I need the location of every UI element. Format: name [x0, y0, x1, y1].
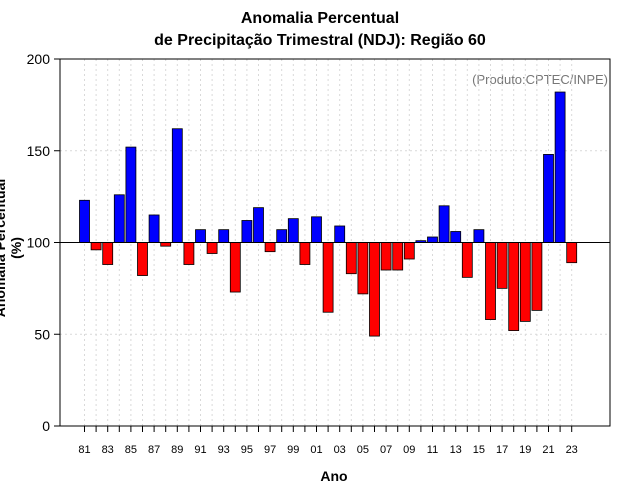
- bar-91: [195, 229, 206, 243]
- bar-85: [125, 146, 137, 243]
- y-tick-label: 0: [42, 418, 50, 434]
- x-tick-label: 99: [287, 444, 299, 456]
- bar-82: [90, 242, 102, 251]
- bar-22: [554, 91, 566, 243]
- x-tick-label: 87: [148, 444, 160, 456]
- bar-89: [171, 128, 183, 243]
- bar-17: [496, 242, 508, 289]
- x-tick-label: 07: [380, 444, 392, 456]
- x-tick-label: 89: [171, 444, 183, 456]
- x-tick-label: 09: [403, 444, 415, 456]
- bar-03: [334, 225, 346, 243]
- bar-07: [380, 242, 392, 271]
- bar-01: [311, 216, 322, 243]
- y-tick-label: 150: [27, 143, 51, 159]
- bar-02: [322, 242, 334, 313]
- bar-98: [276, 229, 288, 243]
- x-tick-label: 13: [450, 444, 462, 456]
- bar-08: [392, 242, 404, 271]
- x-tick-label: 11: [427, 444, 438, 456]
- bar-21: [543, 154, 554, 243]
- bar-20: [531, 242, 543, 311]
- x-tick-label: 95: [241, 444, 253, 456]
- x-tick-label: 21: [542, 444, 554, 456]
- x-tick-label: 05: [357, 444, 369, 456]
- bar-93: [218, 229, 230, 243]
- bar-95: [241, 220, 253, 243]
- x-tick-label: 83: [102, 444, 114, 456]
- bar-12: [438, 205, 450, 243]
- x-tick-label: 19: [519, 444, 531, 456]
- bar-14: [461, 242, 473, 278]
- bar-09: [403, 242, 415, 260]
- bar-83: [102, 242, 114, 265]
- x-tick-label: 15: [473, 444, 485, 456]
- bar-90: [183, 242, 195, 265]
- bar-86: [137, 242, 148, 276]
- y-tick-label: 100: [27, 235, 51, 251]
- bar-00: [299, 242, 311, 265]
- bar-13: [450, 231, 462, 243]
- bar-92: [206, 242, 218, 254]
- x-tick-label: 23: [566, 444, 578, 456]
- bar-11: [427, 236, 438, 243]
- y-tick-label: 50: [34, 326, 50, 342]
- x-axis-label: Ano: [320, 468, 348, 484]
- product-annotation: (Produto:CPTEC/INPE): [472, 72, 608, 87]
- chart-title: Anomalia Percentual: [240, 10, 400, 27]
- bar-94: [229, 242, 241, 293]
- bar-15: [473, 229, 485, 243]
- bar-16: [485, 242, 496, 320]
- x-tick-label: 97: [264, 444, 276, 456]
- bar-81: [79, 199, 90, 243]
- x-tick-label: 17: [496, 444, 508, 456]
- bar-18: [508, 242, 520, 331]
- bar-84: [113, 194, 125, 243]
- bar-87: [148, 214, 160, 243]
- y-tick-label: 200: [27, 51, 51, 67]
- x-tick-label: 93: [218, 444, 230, 456]
- bar-99: [287, 218, 299, 243]
- bar-23: [566, 242, 578, 264]
- chart-subtitle: de Precipitação Trimestral (NDJ): Região…: [154, 32, 486, 49]
- x-tick-label: 03: [334, 444, 346, 456]
- bar-97: [264, 242, 276, 253]
- x-tick-label: 91: [194, 444, 206, 456]
- bar-19: [519, 242, 531, 322]
- bar-06: [369, 242, 380, 337]
- bar-04: [345, 242, 357, 275]
- x-tick-label: 85: [125, 444, 137, 456]
- bar-96: [253, 207, 264, 243]
- x-tick-label: 01: [310, 444, 322, 456]
- x-tick-label: 81: [78, 444, 90, 456]
- bar-88: [160, 242, 172, 247]
- bar-05: [357, 242, 369, 295]
